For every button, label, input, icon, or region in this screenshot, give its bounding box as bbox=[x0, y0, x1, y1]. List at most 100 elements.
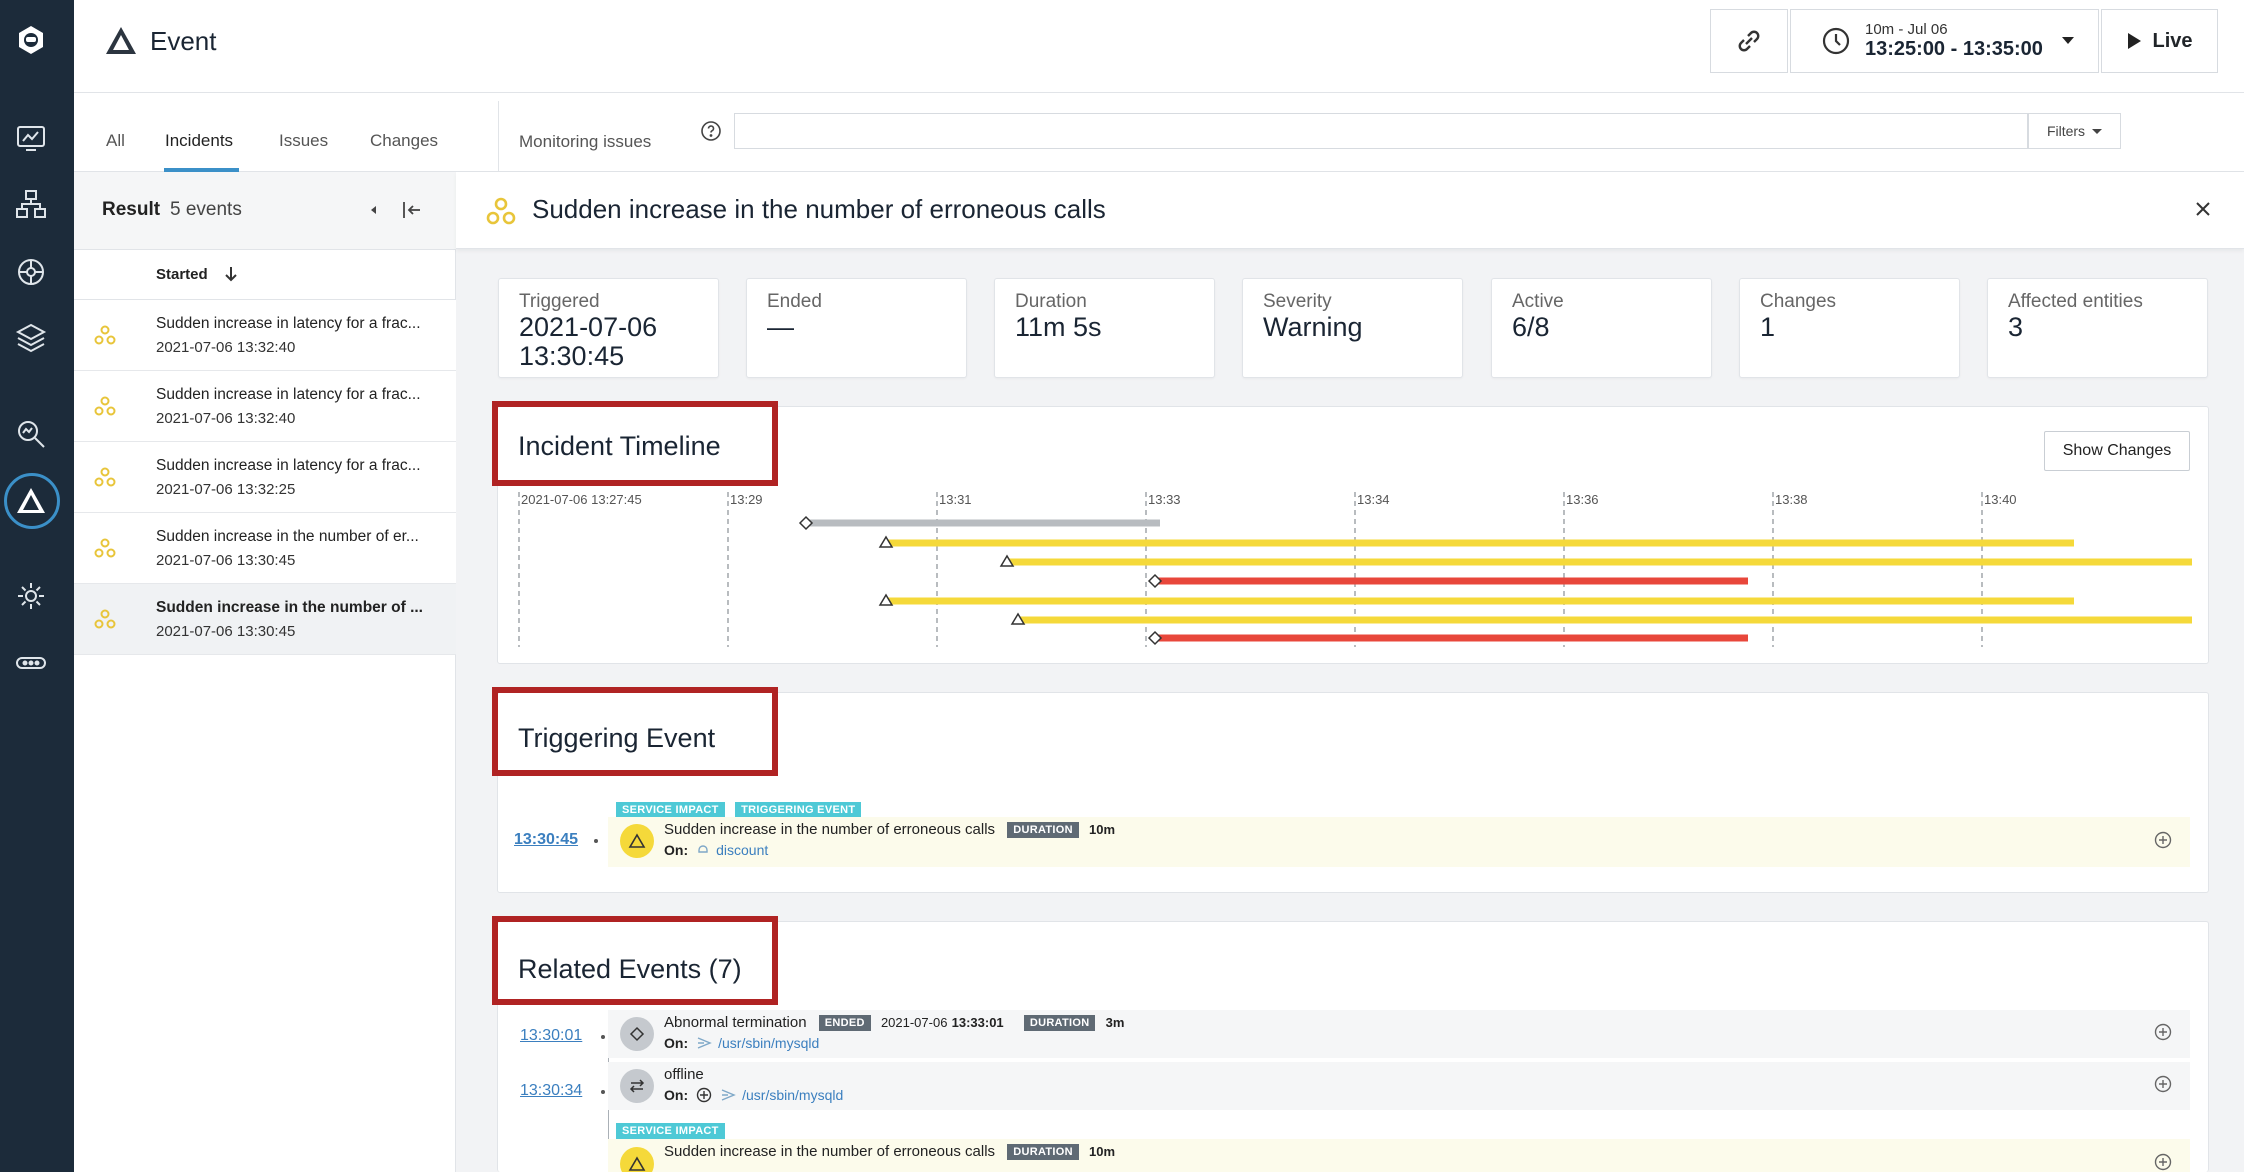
timeframe-value: 13:25:00 - 13:35:00 bbox=[1865, 38, 2043, 60]
process-icon bbox=[697, 1037, 712, 1049]
tab-issues[interactable]: Issues bbox=[279, 131, 329, 150]
list-item[interactable]: Sudden increase in latency for a frac...… bbox=[74, 300, 456, 371]
tab-changes[interactable]: Changes bbox=[370, 131, 439, 150]
expand-icon[interactable] bbox=[2154, 1023, 2172, 1041]
service-icon bbox=[698, 845, 708, 853]
entity-name: /usr/sbin/mysqld bbox=[742, 1087, 844, 1103]
service-impact-badge: SERVICE IMPACT bbox=[616, 1122, 725, 1139]
event-end-time: 13:33:01 bbox=[951, 1015, 1004, 1030]
entity-link[interactable]: /usr/sbin/mysqld bbox=[696, 1035, 819, 1051]
duration-badge: DURATION bbox=[1007, 822, 1079, 839]
expand-icon[interactable] bbox=[2154, 1153, 2172, 1171]
entity-name: /usr/sbin/mysqld bbox=[718, 1035, 820, 1051]
host-icon bbox=[696, 1087, 712, 1103]
stat-triggered: Triggered 2021-07-06 13:30:45 bbox=[498, 278, 719, 378]
active-nav-indicator bbox=[4, 473, 60, 529]
timeframe-selector[interactable]: 10m - Jul 06 13:25:00 - 13:35:00 bbox=[1790, 9, 2099, 73]
timeline-dot bbox=[601, 1035, 605, 1039]
expand-icon[interactable] bbox=[2154, 831, 2172, 849]
related-events-card: Related Events (7) 13:30:01 Abnormal ter… bbox=[492, 916, 2209, 1172]
timeline-gridlines bbox=[518, 492, 1983, 647]
chevron-down-icon bbox=[2062, 37, 2074, 44]
diamond-marker-icon bbox=[798, 515, 814, 531]
list-item[interactable]: Sudden increase in latency for a frac...… bbox=[74, 371, 456, 442]
search-label: Monitoring issues bbox=[519, 132, 652, 151]
service-impact-icon bbox=[94, 609, 116, 629]
tick-label: 13:36 bbox=[1566, 492, 1599, 507]
triangle-marker-icon bbox=[878, 593, 894, 606]
diamond-marker-icon bbox=[1147, 573, 1163, 589]
duration-badge: DURATION bbox=[1007, 1144, 1079, 1161]
event-time-link[interactable]: 13:30:01 bbox=[520, 1027, 583, 1044]
dashboard-icon[interactable] bbox=[13, 120, 49, 156]
triggering-event-row[interactable]: Sudden increase in the number of erroneo… bbox=[608, 817, 2190, 867]
stat-changes: Changes 1 bbox=[1739, 278, 1960, 378]
kubernetes-icon[interactable] bbox=[13, 254, 49, 290]
change-event-icon bbox=[620, 1017, 654, 1051]
sort-header[interactable]: Started bbox=[74, 250, 456, 300]
on-label: On: bbox=[664, 1087, 689, 1103]
collapse-panel-icon[interactable] bbox=[400, 198, 424, 222]
on-label: On: bbox=[664, 842, 689, 858]
stat-value: 3 bbox=[2008, 312, 2024, 342]
analytics-search-icon[interactable] bbox=[13, 416, 49, 452]
triangle-marker-icon bbox=[999, 554, 1015, 567]
related-event-row[interactable]: Sudden increase in the number of erroneo… bbox=[608, 1139, 2190, 1172]
layers-icon[interactable] bbox=[13, 320, 49, 356]
timeline-dot bbox=[601, 1090, 605, 1094]
result-header: Result 5 events bbox=[74, 172, 456, 250]
stat-value: 11m 5s bbox=[1015, 312, 1102, 342]
tick-label: 13:34 bbox=[1357, 492, 1390, 507]
entity-link[interactable]: discount bbox=[696, 842, 768, 858]
link-icon bbox=[1738, 30, 1760, 52]
clock-icon bbox=[1822, 27, 1850, 55]
warning-icon bbox=[106, 27, 136, 54]
search-input[interactable] bbox=[734, 113, 2028, 149]
show-changes-button[interactable]: Show Changes bbox=[2044, 431, 2190, 471]
stat-label: Affected entities bbox=[2008, 291, 2143, 312]
page-title: Event bbox=[150, 26, 217, 56]
highlight-box bbox=[492, 687, 778, 776]
event-date: 2021-07-06 bbox=[880, 1015, 948, 1030]
tab-incidents[interactable]: Incidents bbox=[165, 131, 234, 150]
service-impact-icon bbox=[94, 325, 116, 345]
triggering-event-card: Triggering Event 13:30:45 SERVICE IMPACT… bbox=[492, 687, 2209, 893]
events-warning-icon[interactable] bbox=[13, 483, 49, 519]
incident-title: Sudden increase in the number of erroneo… bbox=[532, 194, 1106, 224]
settings-icon[interactable] bbox=[13, 578, 49, 614]
stat-ended: Ended — bbox=[746, 278, 967, 378]
chevron-down-icon bbox=[2092, 128, 2103, 134]
result-label: Result bbox=[102, 199, 161, 220]
copy-link-button[interactable] bbox=[1710, 9, 1788, 73]
highlight-box bbox=[492, 401, 778, 486]
event-time-link[interactable]: 13:30:34 bbox=[520, 1082, 583, 1099]
stat-label: Changes bbox=[1760, 291, 1837, 312]
live-button[interactable]: Live bbox=[2101, 9, 2218, 73]
event-name-text: Sudden increase in the number of erroneo… bbox=[664, 1143, 996, 1160]
related-event-row[interactable]: Abnormal termination ENDED 2021-07-06 13… bbox=[608, 1010, 2190, 1058]
list-item-selected[interactable]: Sudden increase in the number of ... 202… bbox=[74, 584, 456, 655]
section-title: Related Events (7) bbox=[518, 954, 742, 984]
active-tab-indicator bbox=[164, 168, 239, 172]
event-time-link[interactable]: 13:30:45 bbox=[514, 831, 579, 848]
tab-all[interactable]: All bbox=[106, 131, 125, 150]
entity-name: discount bbox=[716, 842, 769, 858]
list-item[interactable]: Sudden increase in the number of er... 2… bbox=[74, 513, 456, 584]
list-item[interactable]: Sudden increase in latency for a frac...… bbox=[74, 442, 456, 513]
topology-icon[interactable] bbox=[13, 186, 49, 222]
chevron-left-icon[interactable] bbox=[364, 200, 384, 220]
expand-icon[interactable] bbox=[2154, 1075, 2172, 1093]
filters-button[interactable]: Filters bbox=[2028, 113, 2121, 149]
stat-value: Warning bbox=[1263, 312, 1363, 342]
header-bar: Event 10m - Jul 06 13:25:00 - 13:35:00 L… bbox=[74, 0, 2244, 93]
related-event-row[interactable]: offline On: /usr/sbin/mysqld bbox=[608, 1062, 2190, 1110]
divider bbox=[498, 101, 499, 172]
help-icon[interactable] bbox=[700, 120, 722, 142]
entity-link[interactable]: /usr/sbin/mysqld bbox=[696, 1087, 843, 1103]
app-logo-icon[interactable] bbox=[13, 22, 49, 58]
incident-detail: Sudden increase in the number of erroneo… bbox=[456, 172, 2244, 1172]
list-item-date: 2021-07-06 13:32:25 bbox=[156, 481, 296, 498]
section-title: Triggering Event bbox=[518, 723, 716, 753]
close-icon[interactable] bbox=[2192, 198, 2214, 220]
more-icon[interactable] bbox=[13, 645, 49, 681]
